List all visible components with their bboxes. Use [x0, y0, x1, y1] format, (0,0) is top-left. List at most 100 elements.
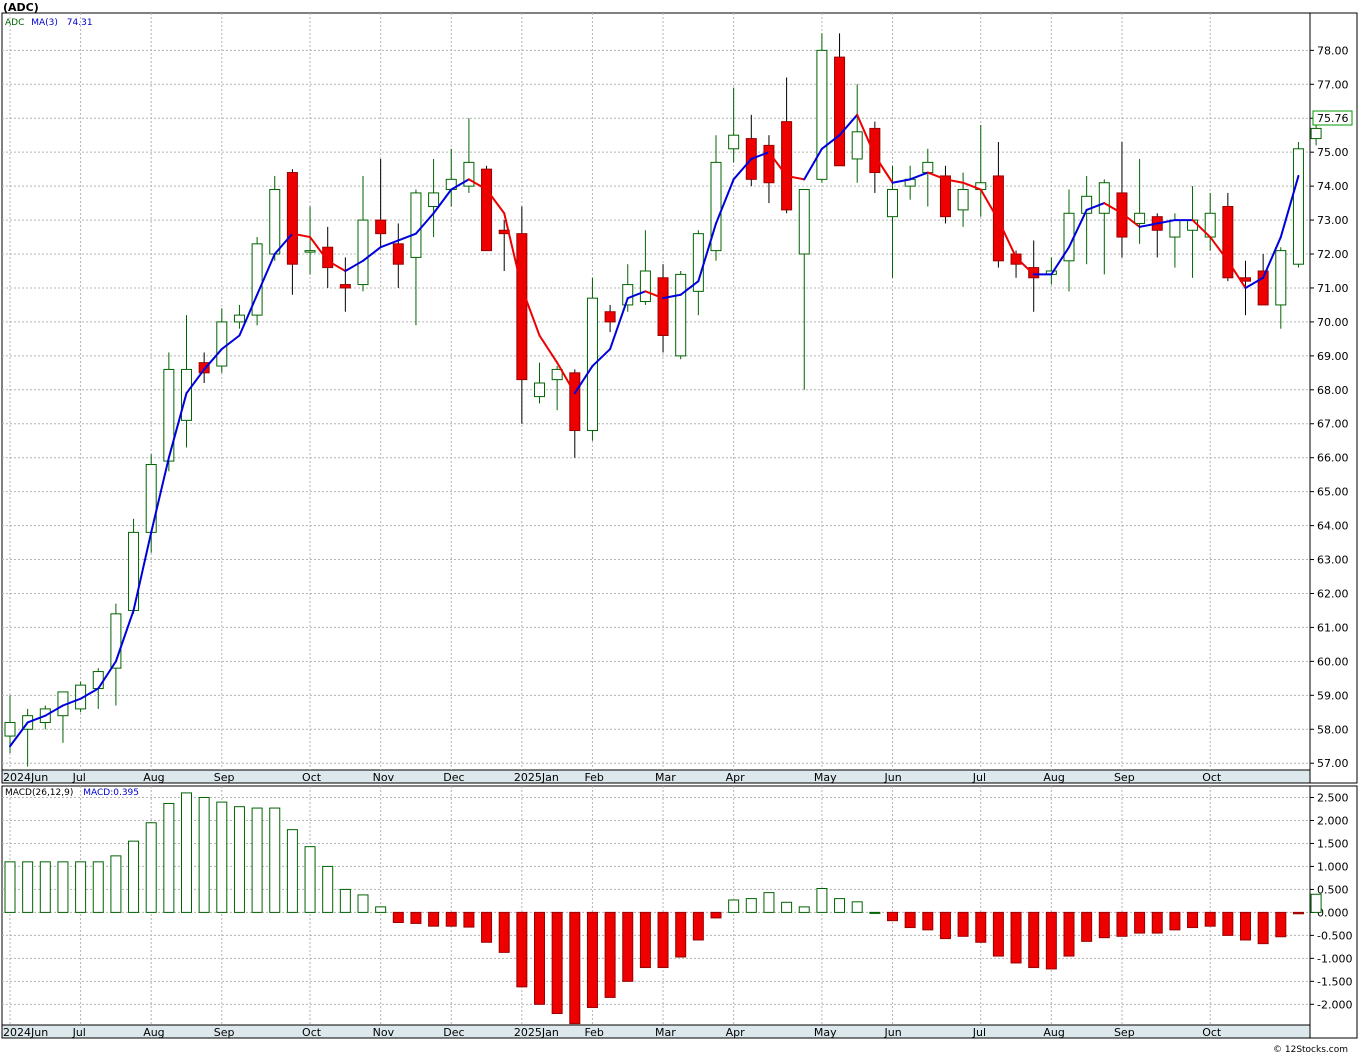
ma-line-segment	[1068, 208, 1088, 249]
ma-line-segment	[203, 348, 223, 371]
price-tick-label: 58.00	[1317, 723, 1349, 736]
macd-bar	[269, 807, 281, 913]
candle	[1275, 247, 1287, 329]
macd-bar	[233, 806, 245, 913]
ma-line-segment	[26, 714, 47, 724]
ma-line-segment	[856, 113, 876, 157]
candle	[163, 352, 175, 472]
candle-body	[1310, 127, 1322, 140]
ma-line-segment	[150, 456, 170, 534]
candle-body	[233, 314, 245, 323]
candle-body	[1240, 277, 1251, 282]
macd-date-label: Dec	[443, 1026, 464, 1039]
candle-body	[851, 131, 863, 160]
ma-line-segment	[167, 392, 188, 459]
candle-body	[586, 297, 598, 432]
ma-line-segment	[1262, 236, 1282, 279]
ma-line-segment	[838, 113, 859, 137]
macd-tick-label: -2.000	[1317, 998, 1352, 1011]
candle-body	[1098, 182, 1110, 214]
ma-line-segment	[1120, 212, 1141, 228]
price-tick-label: 57.00	[1317, 757, 1349, 770]
price-tick-label: 74.00	[1317, 180, 1349, 193]
price-tick-label: 72.00	[1317, 248, 1349, 261]
macd-bar	[128, 840, 140, 913]
price-tick-label: 66.00	[1317, 452, 1349, 465]
candle	[4, 695, 16, 754]
price-xaxis-band	[1, 769, 1311, 784]
price-tick-label: 64.00	[1317, 520, 1349, 533]
candle-body	[763, 144, 775, 184]
macd-bar	[957, 911, 969, 937]
candle	[851, 84, 863, 183]
macd-bar	[657, 911, 669, 969]
macd-bar	[1010, 911, 1022, 964]
ma-line-segment	[785, 174, 806, 181]
price-date-label: May	[814, 771, 837, 784]
price-frame	[1, 12, 1358, 784]
ma-line-segment	[750, 151, 770, 160]
ma-line-segment	[1226, 259, 1247, 289]
price-tick-label: 60.00	[1317, 655, 1349, 668]
ma-line-segment	[1103, 202, 1123, 215]
ma-line-segment	[79, 687, 100, 700]
macd-bar	[57, 861, 69, 913]
candle-body	[286, 172, 298, 265]
macd-bar	[1310, 893, 1322, 913]
candle-body	[798, 189, 810, 255]
macd-bar	[163, 802, 175, 913]
ma-line-segment	[715, 178, 735, 225]
ma-line-segment	[1085, 202, 1106, 211]
macd-date-label: Aug	[1043, 1026, 1064, 1039]
macd-bar	[145, 822, 157, 913]
macd-xaxis-band	[1, 1024, 1311, 1039]
macd-bar	[639, 911, 651, 969]
ma-line-segment	[979, 188, 1000, 222]
candle	[1116, 141, 1128, 258]
price-date-label: 2025Jan	[514, 771, 559, 784]
ma-line-segment	[591, 348, 612, 368]
candle-body	[145, 463, 157, 533]
ma-line-segment	[662, 293, 682, 300]
candle	[75, 681, 87, 713]
candle-body	[551, 368, 563, 381]
ma-line-segment	[820, 134, 841, 150]
candle-body	[604, 311, 616, 323]
candle	[710, 135, 722, 261]
candle-body	[1222, 205, 1234, 279]
ma-line-segment	[326, 259, 347, 272]
macd-bar	[1222, 911, 1234, 936]
price-tick-label: 67.00	[1317, 418, 1349, 431]
candle-body	[339, 284, 351, 289]
candle	[1257, 254, 1269, 306]
macd-bar	[887, 911, 898, 922]
macd-bar	[1257, 911, 1269, 945]
macd-tick-label: -0.500	[1317, 929, 1352, 942]
ma-line-segment	[114, 609, 135, 663]
candle	[128, 518, 140, 614]
candle	[1081, 175, 1093, 265]
macd-date-label: 2025Jan	[514, 1026, 559, 1039]
candle	[586, 277, 598, 441]
ma-line-segment	[944, 178, 965, 184]
ma-line-segment	[44, 704, 64, 717]
candle-body	[675, 273, 687, 357]
candle-body	[1081, 195, 1093, 214]
ma-line-segment	[273, 232, 294, 256]
price-date-label: Nov	[373, 771, 395, 784]
candle	[728, 87, 740, 163]
ma-line-segment	[556, 361, 576, 395]
ma-line-segment	[962, 181, 982, 191]
candle	[251, 237, 263, 326]
macd-bar	[375, 906, 387, 913]
price-date-label: Jul	[72, 771, 86, 784]
candle-body	[304, 250, 316, 253]
price-date-label: Oct	[302, 771, 322, 784]
macd-bar	[816, 887, 828, 913]
candle	[1222, 192, 1234, 282]
candle	[551, 366, 563, 411]
candle-body	[75, 684, 87, 710]
candle	[392, 223, 404, 288]
candle	[604, 304, 616, 333]
macd-tick-label: 0.000	[1317, 906, 1349, 919]
